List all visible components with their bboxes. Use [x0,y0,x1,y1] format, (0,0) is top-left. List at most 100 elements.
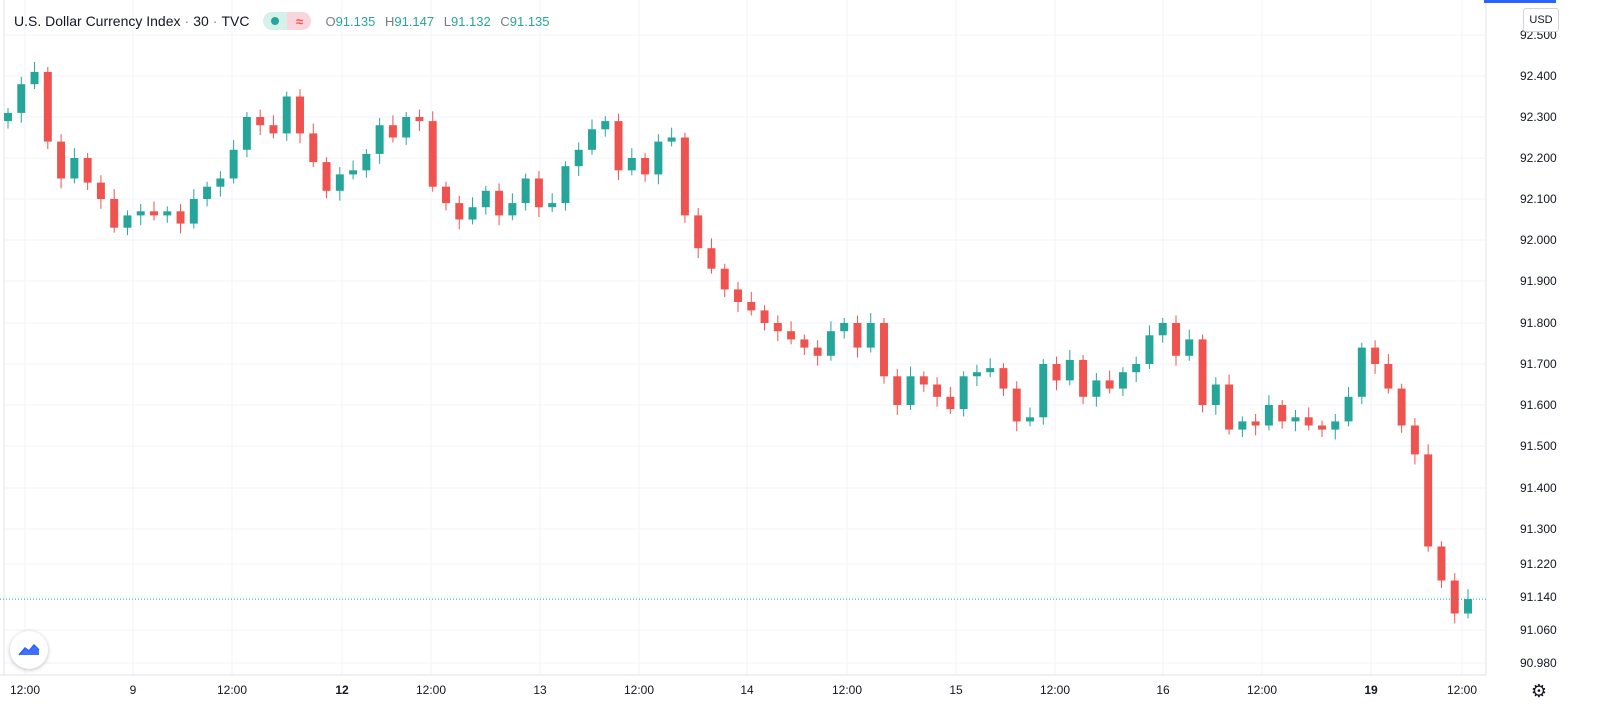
candle-body [1039,364,1048,418]
x-tick-label: 13 [533,683,547,697]
x-tick-label: 12:00 [832,683,862,697]
candle-body [787,331,796,340]
gear-icon[interactable]: ⚙ [1530,680,1548,701]
candle-body [1251,421,1260,426]
candle-body [123,215,132,228]
status-pill[interactable]: ≈ [263,12,312,30]
candle-body [1145,335,1154,364]
candle-body [641,158,650,175]
exchange-label: TVC [221,13,250,29]
candle-body [1357,347,1366,397]
candle-body [150,211,158,216]
candle-body [1092,380,1101,397]
candle-body [508,203,517,216]
candle-body [694,215,703,249]
ohlc-values: O91.135 H91.147 L91.132 C91.135 [325,14,555,29]
candle-body [1450,580,1459,614]
delayed-data-icon[interactable]: ≈ [287,12,312,30]
candle-body [1410,425,1419,455]
chart-legend-header: U.S. Dollar Currency Index · 30 · TVC ≈ … [14,9,556,33]
candle-body [4,112,12,122]
candle-body [1225,384,1234,430]
candle-body [1424,454,1433,547]
y-tick-label: 91.500 [1520,439,1557,453]
candle-body [680,137,689,216]
symbol-name[interactable]: U.S. Dollar Currency Index [14,13,181,29]
candle-body [959,376,968,410]
candle-body [163,211,172,216]
candle-body [1384,364,1393,389]
y-tick-label: 91.140 [1520,590,1557,604]
candle-body [1211,384,1220,405]
candle-body [309,133,318,163]
candle-body [1278,405,1287,422]
candle-body [1132,364,1141,373]
candle-body [534,178,543,208]
candle-body [1291,417,1300,422]
candle-body [110,199,119,228]
candle-body [30,71,39,85]
candle-body [17,84,26,113]
x-tick-label: 14 [740,683,754,697]
candle-body [667,137,676,142]
y-tick-label: 92.300 [1520,110,1557,124]
candle-body [840,323,849,332]
candle-body [1264,405,1273,426]
candle-body [1026,417,1034,422]
interval-label[interactable]: 30 [193,13,209,29]
candle-body [1437,546,1446,581]
high-value: 91.147 [394,13,435,29]
y-tick-label: 90.980 [1520,656,1557,670]
candle-body [1198,339,1207,405]
x-tick-label: 12 [335,683,349,697]
x-tick-label: 12:00 [10,683,40,697]
candle-body [83,158,92,183]
y-tick-label: 91.800 [1520,316,1557,330]
high-label: H [384,13,395,29]
candle-body [588,129,596,150]
y-tick-label: 91.900 [1520,274,1557,288]
candle-body [1238,421,1247,430]
candle-body [176,211,185,224]
candle-body [349,170,358,175]
candle-body [362,153,371,171]
candle-body [402,117,411,138]
candle-body [972,372,981,377]
y-tick-label: 91.060 [1520,623,1557,637]
candle-body [614,121,623,171]
candle-body [455,203,464,220]
market-status-icon[interactable] [263,12,288,30]
candle-body [627,158,636,171]
candle-body [734,289,742,302]
candle-body [282,96,291,134]
candle-body [548,203,557,208]
candle-body [96,182,105,199]
close-value: 91.135 [509,13,550,29]
candle-body [654,141,663,175]
x-tick-label: 12:00 [217,683,247,697]
candle-body [1012,388,1021,422]
y-tick-label: 91.220 [1520,557,1557,571]
candle-body [216,178,225,187]
candle-body [256,117,265,126]
candle-body [760,310,769,323]
currency-button[interactable]: USD [1523,8,1559,32]
y-tick-label: 91.600 [1520,398,1557,412]
y-tick-label: 92.000 [1520,233,1557,247]
candle-body [574,149,583,167]
x-tick-label: 12:00 [416,683,446,697]
tradingview-logo-icon[interactable] [10,631,48,669]
candle-body [707,248,716,269]
close-label: C [500,13,510,29]
candle-body [853,323,862,348]
candle-body [1105,380,1114,389]
candle-body [1318,425,1326,430]
candle-body [813,347,822,356]
separator: · [212,13,218,29]
candle-body [1371,347,1380,364]
candle-body [999,368,1008,389]
candle-body [1172,323,1180,356]
candle-body [1331,421,1340,430]
y-tick-label: 92.100 [1520,192,1557,206]
